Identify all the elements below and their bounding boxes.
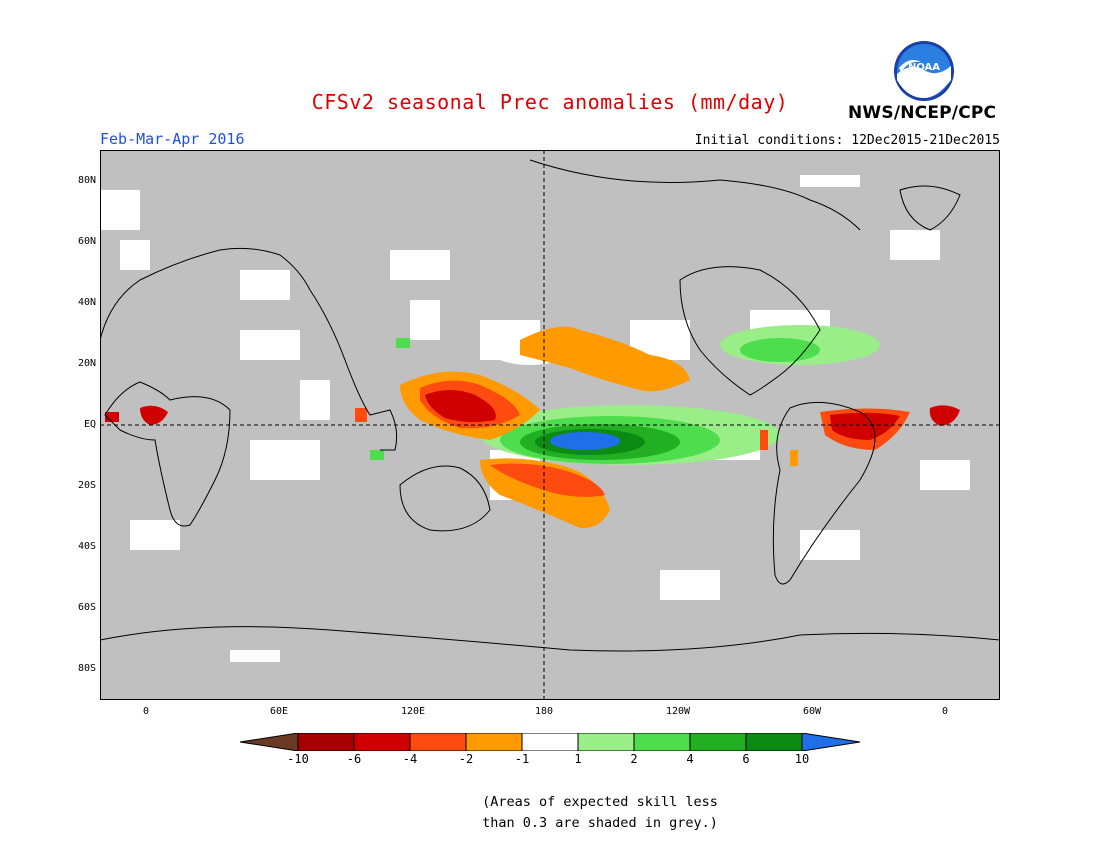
colorbar-end-high bbox=[801, 733, 861, 751]
agency-label: NWS/NCEP/CPC bbox=[848, 103, 997, 123]
colorbar-label: 4 bbox=[686, 752, 694, 766]
precip-anomaly-map bbox=[100, 150, 1000, 700]
lat-label: 20S bbox=[77, 480, 96, 491]
colorbar-swatch bbox=[297, 733, 355, 751]
lat-label: 40S bbox=[77, 541, 96, 552]
colorbar-label: -10 bbox=[287, 752, 309, 766]
skill-note: (Areas of expected skill less than 0.3 a… bbox=[440, 792, 760, 834]
colorbar-swatch bbox=[409, 733, 467, 751]
coastlines bbox=[100, 159, 1000, 652]
colorbar-label: -4 bbox=[402, 752, 418, 766]
lon-label: 120E bbox=[400, 706, 426, 717]
lat-label: 80N bbox=[77, 175, 96, 186]
colorbar bbox=[240, 733, 861, 751]
colorbar-label: 1 bbox=[574, 752, 582, 766]
lon-label: 0 bbox=[941, 706, 949, 717]
lon-label: 60W bbox=[802, 706, 822, 717]
colorbar-end-low bbox=[240, 733, 299, 751]
colorbar-swatch bbox=[521, 733, 579, 751]
skill-note-line2: than 0.3 are shaded in grey.) bbox=[482, 815, 718, 831]
colorbar-swatch bbox=[465, 733, 523, 751]
lat-label: 40N bbox=[77, 297, 96, 308]
lat-label: 60S bbox=[77, 602, 96, 613]
lat-label: 60N bbox=[77, 236, 96, 247]
colorbar-label: 6 bbox=[742, 752, 750, 766]
noaa-logo-icon: NOAA bbox=[894, 41, 954, 101]
colorbar-swatch bbox=[577, 733, 635, 751]
lat-label: EQ bbox=[83, 419, 96, 430]
lon-label: 180 bbox=[534, 706, 554, 717]
colorbar-swatch bbox=[633, 733, 691, 751]
colorbar-swatch bbox=[689, 733, 747, 751]
lat-label: 20N bbox=[77, 358, 96, 369]
svg-text:NOAA: NOAA bbox=[908, 62, 940, 73]
forecast-period: Feb-Mar-Apr 2016 bbox=[100, 130, 245, 148]
colorbar-label: 2 bbox=[630, 752, 638, 766]
lon-label: 120W bbox=[665, 706, 691, 717]
chart-title: CFSv2 seasonal Prec anomalies (mm/day) bbox=[311, 90, 789, 114]
lon-label: 60E bbox=[269, 706, 289, 717]
colorbar-label: 10 bbox=[794, 752, 810, 766]
lat-label: 80S bbox=[77, 663, 96, 674]
colorbar-swatch bbox=[353, 733, 411, 751]
colorbar-swatch bbox=[745, 733, 803, 751]
colorbar-label: -6 bbox=[346, 752, 362, 766]
colorbar-label: -1 bbox=[514, 752, 530, 766]
colorbar-label: -2 bbox=[458, 752, 474, 766]
skill-note-line1: (Areas of expected skill less bbox=[482, 794, 718, 810]
initial-conditions: Initial conditions: 12Dec2015-21Dec2015 bbox=[694, 133, 1000, 148]
dry-anomaly-areas bbox=[105, 326, 960, 529]
lon-label: 0 bbox=[142, 706, 150, 717]
